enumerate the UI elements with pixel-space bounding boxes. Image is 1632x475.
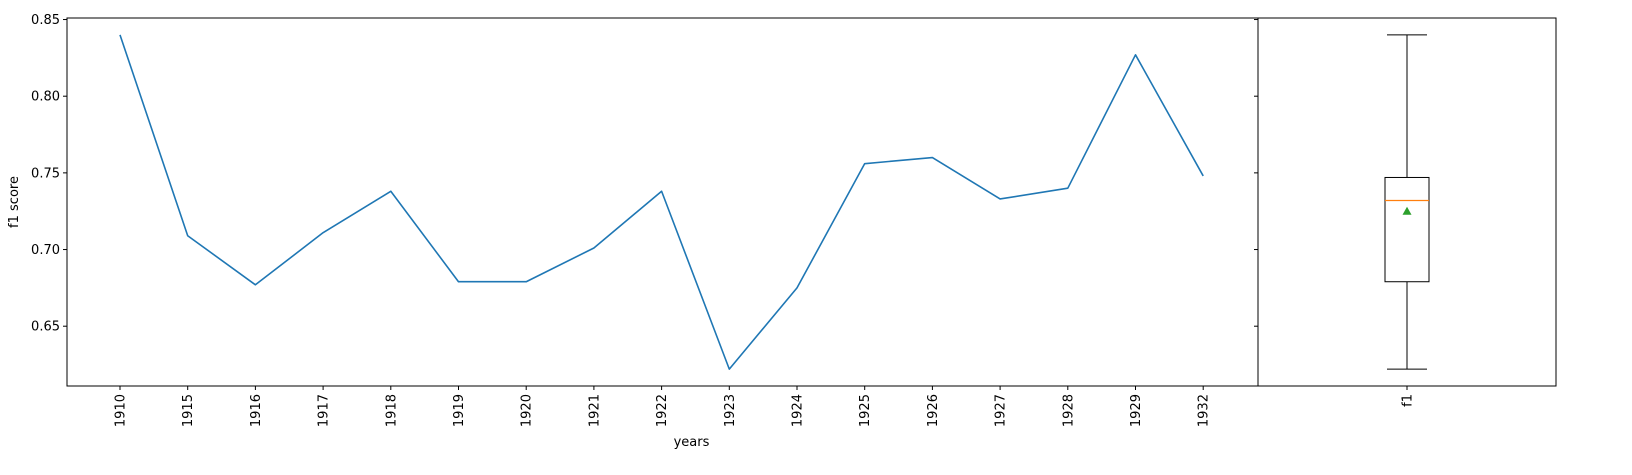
x-tick-label: 1929 xyxy=(1129,394,1144,427)
y-tick-label: 0.80 xyxy=(31,90,60,105)
series-line xyxy=(119,34,1204,370)
x-tick-label: 1922 xyxy=(655,394,670,427)
x-tick-label: 1925 xyxy=(858,394,873,427)
box-x-tick-label: f1 xyxy=(1401,394,1416,407)
line-plot-frame xyxy=(66,17,1259,387)
y-tick-label: 0.70 xyxy=(31,243,60,258)
x-axis-label: years xyxy=(674,435,710,450)
x-tick-label: 1918 xyxy=(384,394,399,427)
x-tick-label: 1926 xyxy=(926,394,941,427)
y-tick-label: 0.85 xyxy=(31,13,60,28)
x-tick-label: 1919 xyxy=(452,394,467,427)
x-tick-label: 1910 xyxy=(114,394,129,427)
y-tick-label: 0.75 xyxy=(31,166,60,181)
line-chart-panel: 0.65 0.70 0.75 0.80 0.85 1910 1915 1916 1917 1918… xyxy=(31,13,1259,427)
x-tick-label: 1921 xyxy=(587,394,602,427)
x-tick-label: 1920 xyxy=(520,394,535,427)
y-tick-label: 0.65 xyxy=(31,320,60,335)
x-tick-label: 1932 xyxy=(1197,394,1212,427)
box-plot-panel: f1 xyxy=(1254,17,1557,407)
x-tick-label: 1927 xyxy=(994,394,1009,427)
mean-marker xyxy=(1402,206,1412,215)
y-axis-label: f1 score xyxy=(7,176,22,228)
box-iqr xyxy=(1384,176,1430,283)
x-tick-label: 1917 xyxy=(317,394,332,427)
x-tick-label: 1928 xyxy=(1061,394,1076,427)
x-tick-label: 1915 xyxy=(181,394,196,427)
x-tick-label: 1923 xyxy=(723,394,738,427)
x-tick-label: 1916 xyxy=(249,394,264,427)
x-tick-label: 1924 xyxy=(791,394,806,427)
